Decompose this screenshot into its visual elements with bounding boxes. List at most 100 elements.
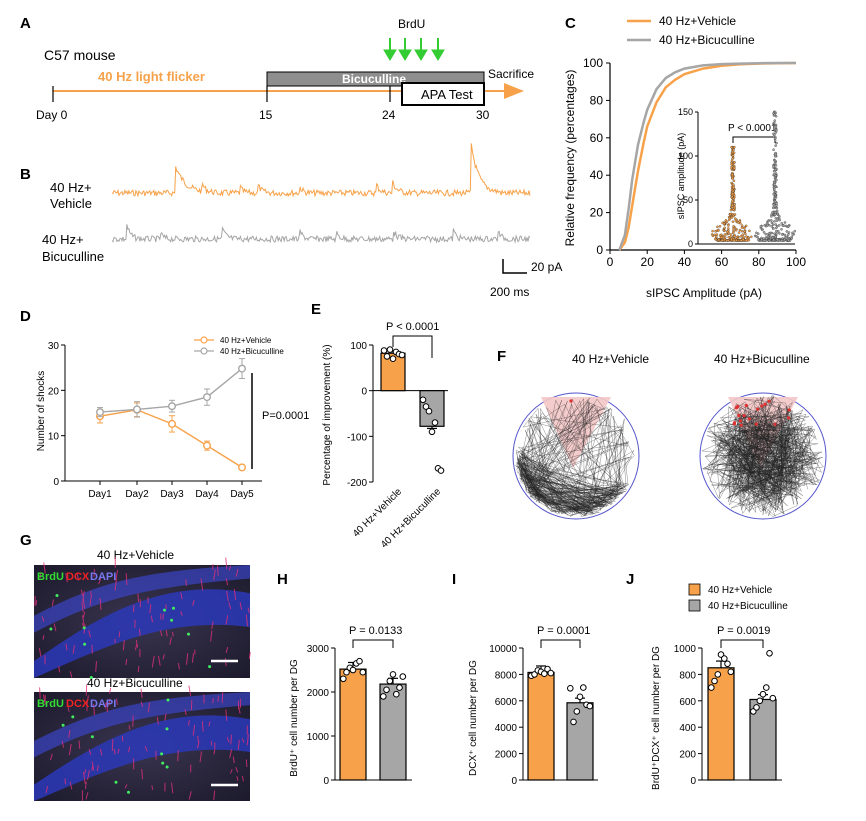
data-point [766,650,773,657]
c-x-tick-label: 100 [786,255,806,269]
c-inset-point [713,233,716,237]
dcx-cell [81,602,84,613]
i-chart: 0 2000 4000 6000 8000 10000 [489,644,598,787]
c-inset-point [717,238,721,242]
dcx-cell [106,701,108,713]
d-point [202,441,211,450]
c-inset-point [726,230,729,234]
c-inset-point [773,197,777,200]
dcx-cell [191,653,194,663]
c-inset-point [775,232,778,235]
dcx-cell [113,748,116,755]
brdu-arrow-icon [431,49,445,61]
c-inset-point [731,203,734,207]
shock-event [742,414,746,418]
c-inset-point [734,229,738,232]
i-bracket [540,639,581,648]
dcx-cell [150,615,154,623]
c-inset-point [772,203,776,206]
c-inset-point [767,223,771,227]
dapi-layer [34,715,250,801]
c-inset-point [714,230,717,233]
shock-event [754,422,759,426]
c-inset-point [732,208,735,211]
brdu-arrow-icon [414,49,428,61]
bicuculline-trace [111,224,531,244]
y-tick-label: 0 [323,776,329,787]
c-inset-point [731,192,734,196]
dcx-cell [42,635,45,640]
bar [566,702,594,781]
bar [339,668,367,781]
d-x-tick-label: Day4 [195,489,219,500]
dcx-cell [164,713,167,721]
dcx-cell [233,588,237,601]
c-inset-point [728,216,732,220]
c-inset-point [718,225,722,228]
c-inset-point [772,173,776,176]
dcx-cell [229,748,233,759]
y-tick-label: 1000 [307,732,330,743]
data-point [386,677,394,685]
dcx-cell [68,729,71,738]
d-y-tick-label: 30 [48,341,60,352]
d-y-tick-label: 10 [48,432,60,443]
c-inset-point [730,165,733,169]
dcx-cell [171,782,174,794]
dcx-cell [165,604,167,609]
dcx-cell [225,615,229,625]
brdu-cell [160,752,164,756]
stain-legend-2: BrdU DCX DAPI [37,698,116,710]
c-y-tick-label: 100 [583,56,603,70]
d-point [237,463,246,472]
c-inset-point [775,219,779,222]
c-inset-point [732,148,735,152]
dcx-cell [65,573,68,583]
dcx-cell [72,645,75,654]
dcx-cell [108,698,111,706]
c-inset-point [767,232,771,236]
c-inset-point [750,235,753,239]
c-series-line [618,61,796,251]
panel-letter-h: H [277,571,288,588]
dcx-cell [144,746,148,752]
data-point [547,669,555,677]
stain-legend-1: BrdU DCX DAPI [37,571,116,583]
c-inset-point [783,221,787,224]
c-inset-point [778,218,781,222]
dcx-cell [213,749,216,755]
dcx-cell [184,709,187,716]
dcx-cell [84,769,87,774]
c-inset-point [773,232,776,235]
apa-box [401,82,485,106]
dcx-cell [177,663,180,670]
c-inset-point [773,119,777,122]
dcx-cell [201,720,204,732]
shock-event [773,422,777,426]
shock-event [787,408,791,412]
brdu-cell [127,790,130,794]
f-title-vehicle: 40 Hz+Vehicle [572,352,649,366]
d-point [167,419,176,428]
c-inset-bracket [732,136,776,143]
dcx-cell [96,765,99,772]
c-inset-point [773,133,776,137]
data-point [396,684,403,691]
data-point [383,353,391,360]
stain-dapi-1: DAPI [90,571,116,583]
timeline-arrow [504,83,524,99]
i-ylabel: DCX⁺ cell number per DG [468,660,479,776]
c-inset-point [776,212,779,216]
shock-event [738,419,743,423]
dcx-cell [221,691,224,704]
c-inset-point [721,221,724,225]
c-inset-point [773,162,777,165]
c-inset-point [743,230,746,233]
panel-letter-i: I [452,571,456,588]
c-inset-tick-label: 100 [678,151,693,161]
data-point [727,668,735,676]
c-inset-point [769,236,773,240]
dapi-layer [34,692,250,758]
shock-event [763,402,767,406]
